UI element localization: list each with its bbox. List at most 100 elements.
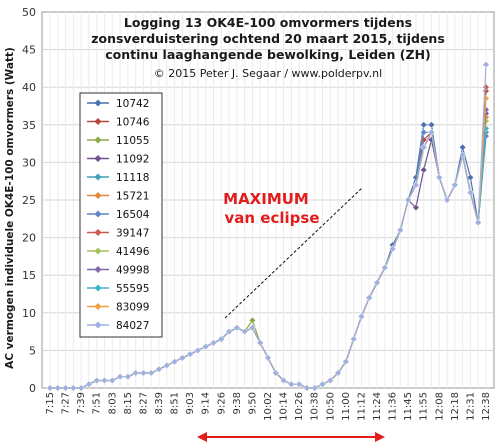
x-axis-ticks: 7:15 7:27 7:39 7:51 8:03 8:15 8:27 8:39 8:51 9:03…	[45, 392, 492, 421]
x-tick-label: 11:36	[388, 392, 399, 421]
legend-marker	[94, 99, 102, 107]
y-tick-label: 40	[22, 81, 36, 94]
data-point	[412, 181, 420, 189]
x-tick-label: 9:50	[247, 392, 258, 414]
data-point	[171, 358, 179, 366]
x-tick-label: 7:51	[92, 392, 103, 414]
legend-entry-41496: 41496	[87, 246, 150, 258]
data-point	[225, 328, 233, 336]
legend-marker	[94, 321, 102, 329]
data-point	[459, 151, 467, 159]
y-tick-label: 20	[22, 232, 36, 245]
data-point	[474, 219, 482, 227]
data-point	[139, 369, 147, 377]
x-tick-label: 7:15	[45, 392, 56, 414]
data-point	[365, 294, 373, 302]
data-point	[404, 196, 412, 204]
data-point	[428, 121, 435, 129]
title-line-2: zonsverduistering ochtend 20 maart 2015,…	[91, 31, 445, 46]
data-point	[163, 361, 171, 369]
data-point	[420, 166, 428, 174]
x-tick-label: 8:27	[138, 392, 149, 414]
legend-label: 41496	[116, 246, 150, 258]
eclipse-range-arrow-right-head	[375, 432, 385, 442]
data-point	[334, 369, 342, 377]
x-tick-label: 8:51	[170, 392, 181, 414]
x-tick-label: 8:39	[154, 392, 165, 414]
y-tick-label: 15	[22, 269, 36, 282]
x-tick-label: 11:24	[372, 392, 383, 421]
x-tick-label: 11:45	[403, 392, 414, 421]
data-point	[124, 373, 132, 381]
x-tick-label: 11:55	[419, 392, 430, 421]
legend-entry-10742: 10742	[87, 98, 149, 110]
x-tick-label: 10:26	[294, 392, 305, 421]
legend-entry-10746: 10746	[87, 117, 150, 129]
y-tick-label: 25	[22, 194, 36, 207]
legend-label: 39147	[116, 228, 149, 240]
legend-marker	[94, 136, 102, 144]
x-tick-label: 9:26	[216, 392, 227, 414]
y-axis-ticks: 0 5 10 15 20 25 30 35 40 45 50	[22, 6, 36, 395]
chart-subtitle: © 2015 Peter J. Segaar / www.polderpv.nl	[154, 67, 382, 80]
data-point	[194, 346, 202, 354]
legend-marker	[94, 247, 102, 255]
data-point	[46, 384, 54, 392]
legend-entry-11118: 11118	[87, 172, 149, 184]
data-point	[280, 376, 288, 384]
legend-marker	[94, 173, 102, 181]
x-tick-label: 12:18	[450, 392, 461, 421]
data-point	[210, 339, 217, 347]
data-point	[303, 384, 311, 392]
data-point	[428, 128, 435, 136]
data-point	[459, 143, 467, 151]
data-point	[381, 264, 389, 272]
x-tick-label: 12:31	[465, 392, 476, 421]
data-point	[311, 384, 319, 392]
data-point	[287, 380, 295, 388]
legend-box	[79, 92, 163, 338]
y-tick-label: 50	[22, 6, 36, 19]
data-point	[93, 376, 101, 384]
data-point	[248, 324, 256, 332]
legend-entry-11055: 11055	[87, 135, 149, 147]
data-point	[295, 380, 303, 388]
chart-title: Logging 13 OK4E-100 omvormers tijdens zo…	[91, 15, 445, 80]
legend: 10742 10746 11055 11092 11118 15721 16504 39147…	[79, 92, 163, 338]
y-axis-label: AC vermogen individuele OK4E-100 omvorme…	[4, 47, 16, 369]
x-tick-label: 9:14	[201, 392, 212, 414]
data-point	[155, 365, 163, 373]
data-point	[435, 173, 443, 181]
x-tick-label: 9:03	[185, 392, 196, 414]
legend-marker	[94, 303, 102, 310]
data-point	[62, 384, 70, 392]
data-point	[241, 328, 249, 336]
data-point	[186, 350, 194, 358]
data-point	[101, 376, 108, 384]
annotation-maximum: MAXIMUM van eclipse	[197, 187, 385, 442]
data-point	[132, 369, 140, 377]
data-point	[350, 335, 358, 343]
x-tick-label: 12:38	[481, 392, 492, 421]
series-84027	[46, 61, 490, 392]
data-point	[357, 313, 365, 321]
data-point	[466, 173, 474, 181]
data-point	[69, 384, 77, 392]
y-tick-label: 45	[22, 44, 36, 57]
legend-label: 83099	[116, 302, 149, 314]
data-point	[420, 143, 428, 151]
legend-entry-49998: 49998	[87, 265, 149, 277]
data-point	[248, 316, 256, 324]
legend-label: 11055	[116, 135, 149, 147]
data-point	[420, 128, 428, 136]
data-point	[108, 376, 116, 384]
data-point	[272, 369, 280, 377]
x-tick-label: 12:08	[434, 392, 445, 421]
x-tick-label: 11:12	[356, 392, 367, 421]
data-point	[233, 324, 241, 332]
x-tick-label: 10:50	[325, 392, 336, 421]
legend-marker	[94, 266, 102, 273]
legend-label: 55595	[116, 283, 149, 295]
data-point	[202, 343, 210, 351]
legend-entry-11092: 11092	[87, 154, 149, 166]
